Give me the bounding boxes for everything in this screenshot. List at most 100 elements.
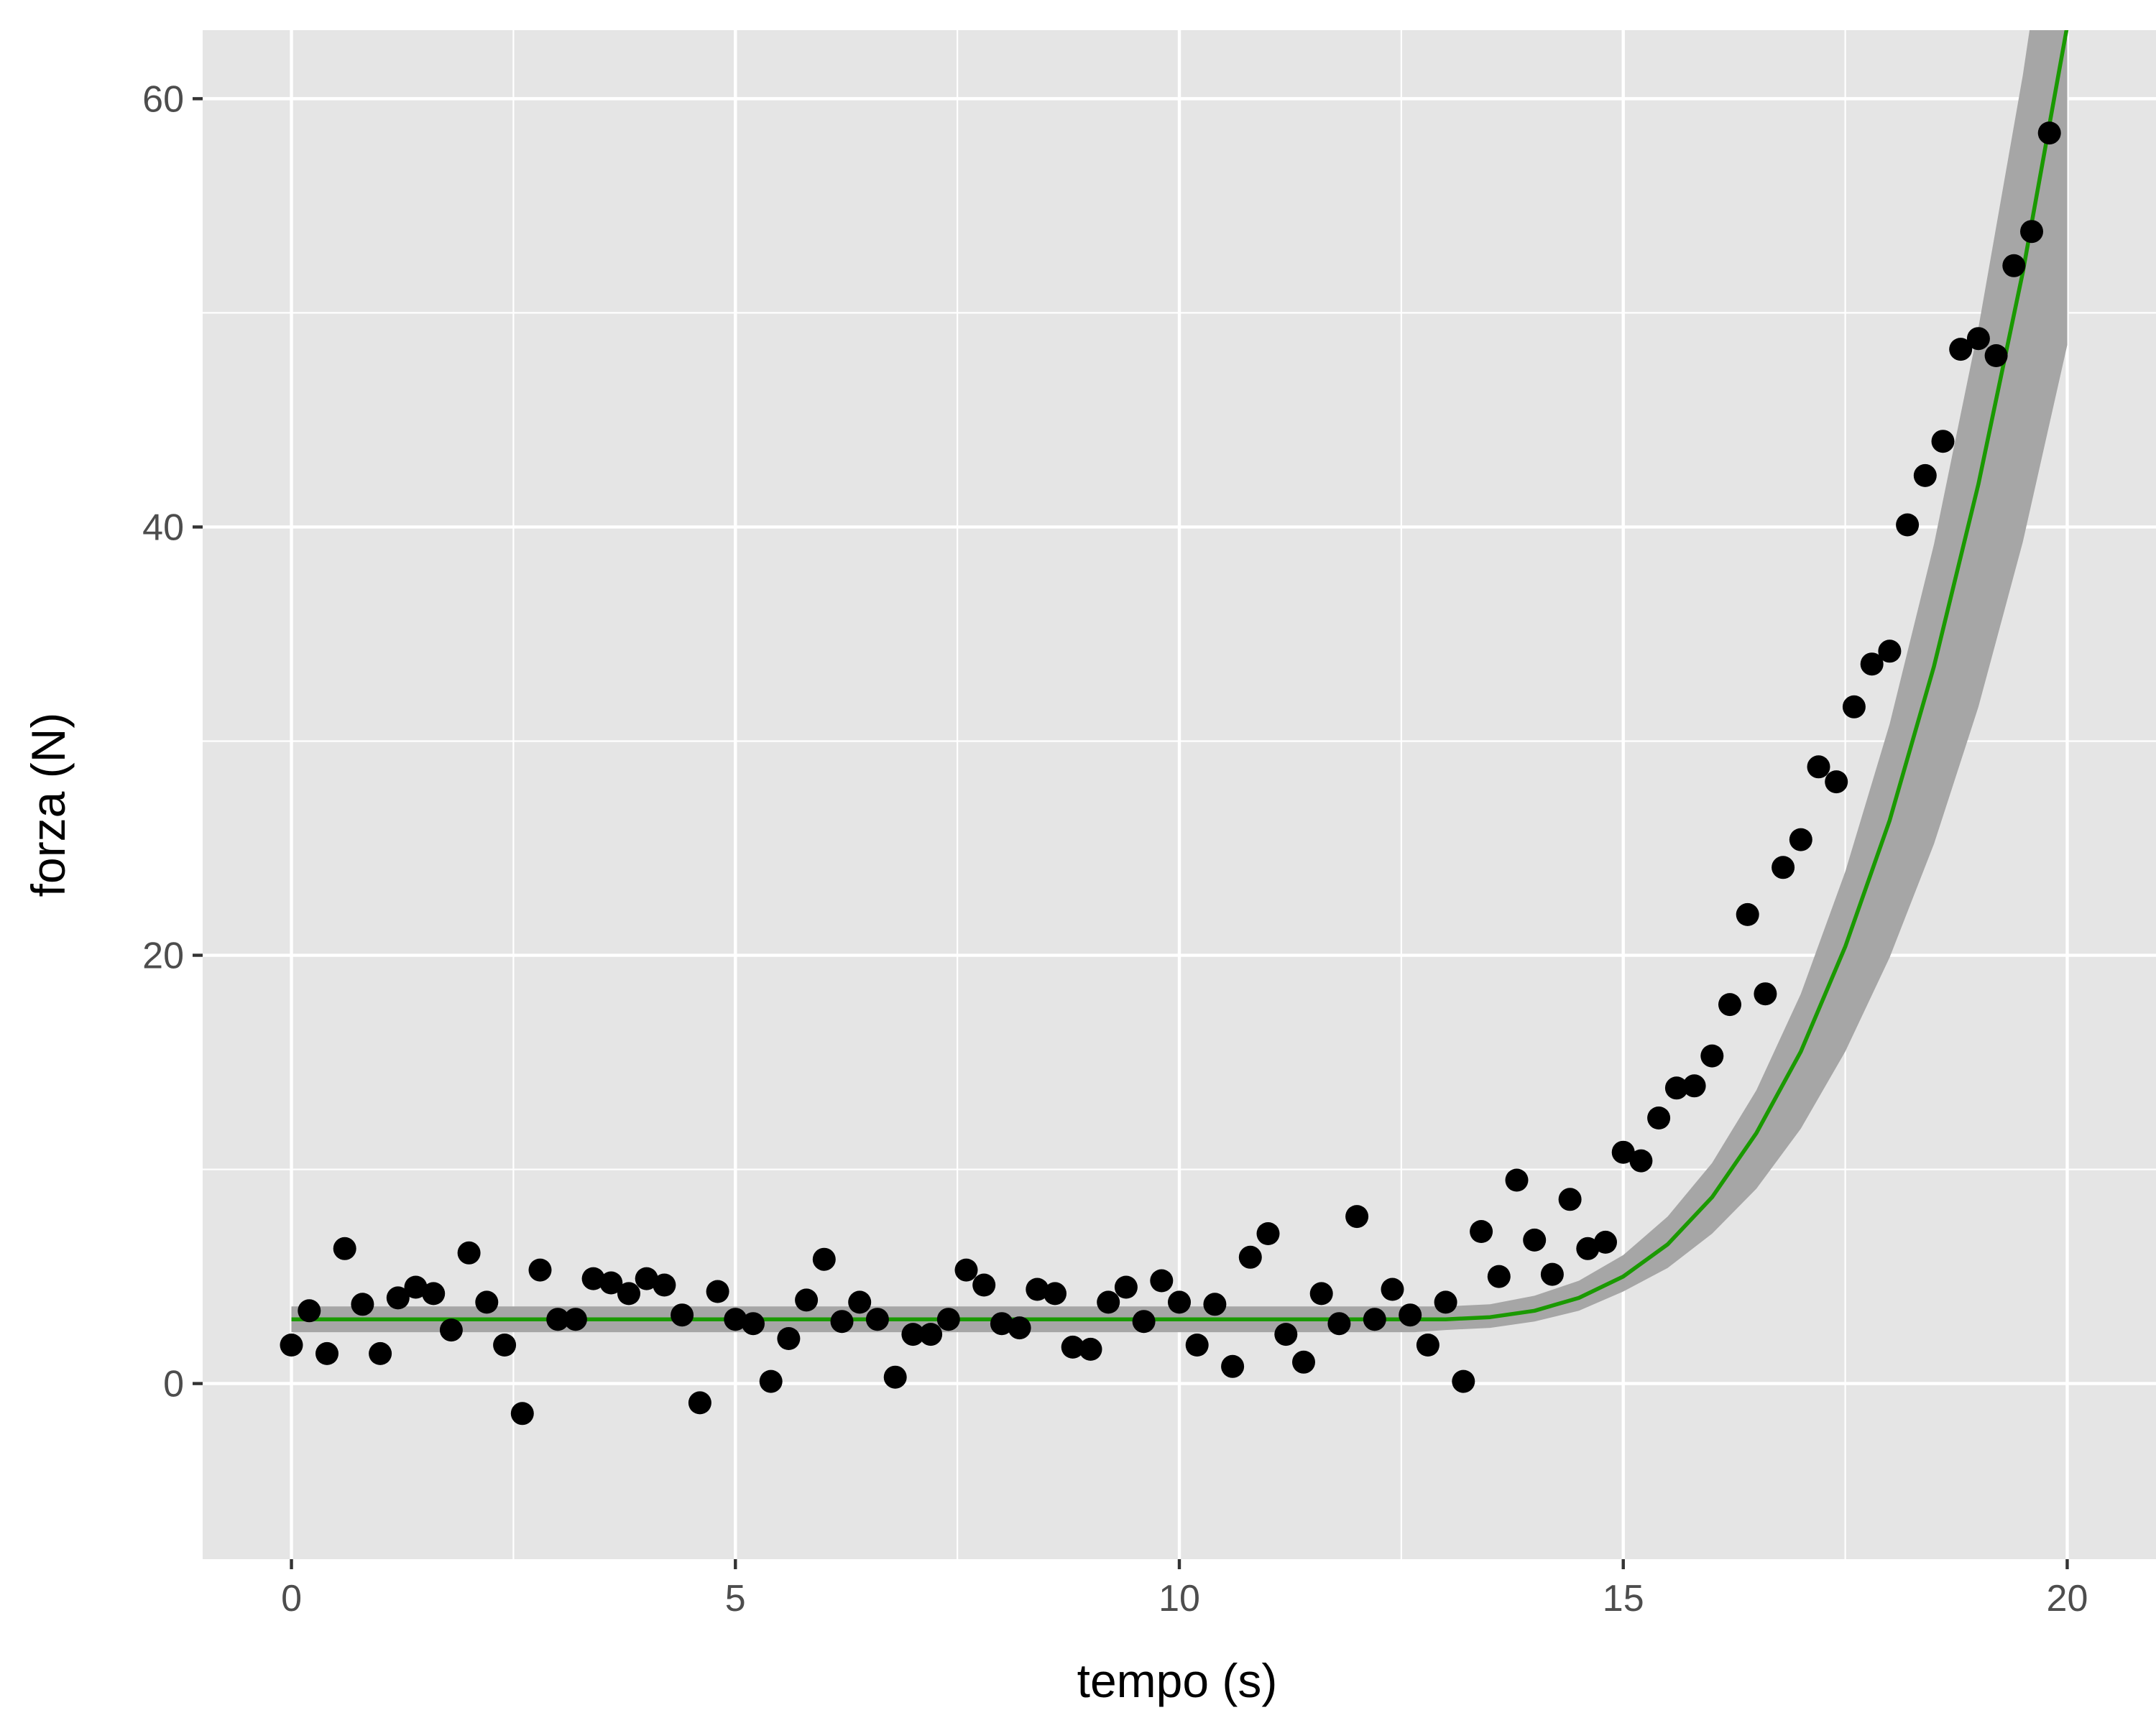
data-point: [581, 1267, 605, 1290]
data-point: [1576, 1237, 1600, 1260]
fit-line-layer: [291, 30, 2069, 1321]
data-point: [1931, 430, 1955, 453]
data-point: [1238, 1245, 1262, 1269]
data-point: [2020, 220, 2043, 244]
y-tick-label: 0: [163, 1364, 184, 1405]
data-point: [706, 1280, 729, 1303]
data-point: [1008, 1316, 1031, 1340]
data-points-layer: [280, 121, 2061, 1426]
data-point: [1647, 1106, 1671, 1129]
data-point: [1132, 1310, 1156, 1334]
y-tick-label: 40: [142, 507, 184, 548]
x-tick-label: 0: [281, 1578, 302, 1620]
data-point: [1203, 1293, 1227, 1316]
data-point: [1789, 828, 1812, 851]
data-point: [599, 1271, 623, 1295]
data-point: [457, 1241, 481, 1265]
data-point: [1807, 755, 1830, 779]
data-point: [688, 1391, 711, 1415]
data-point: [1629, 1149, 1653, 1173]
data-point: [369, 1341, 392, 1365]
data-point: [1114, 1275, 1138, 1299]
data-point: [546, 1308, 570, 1331]
data-point: [280, 1334, 303, 1357]
data-point: [1256, 1222, 1280, 1245]
data-point: [1700, 1044, 1724, 1068]
data-point: [742, 1312, 765, 1336]
data-point: [1754, 982, 1777, 1006]
data-point: [1949, 338, 1973, 361]
data-point: [1363, 1308, 1386, 1331]
data-point: [1913, 463, 1937, 487]
data-point: [1878, 639, 1902, 663]
data-point: [865, 1308, 889, 1331]
data-point: [1505, 1168, 1529, 1192]
data-point: [1594, 1230, 1617, 1254]
data-point: [671, 1303, 694, 1327]
data-point: [1523, 1228, 1547, 1252]
data-point: [510, 1402, 534, 1426]
data-point: [1221, 1354, 1245, 1378]
data-point: [1558, 1188, 1582, 1211]
data-point: [351, 1293, 374, 1316]
data-point: [1327, 1312, 1351, 1336]
data-point: [759, 1369, 783, 1393]
data-point: [972, 1273, 996, 1297]
data-point: [812, 1247, 836, 1271]
data-point: [936, 1308, 960, 1331]
data-point: [563, 1308, 587, 1331]
data-point: [1434, 1290, 1457, 1314]
axes-layer: 0 5 10 15 20 0 20 40 60: [142, 78, 2088, 1620]
data-point: [422, 1282, 446, 1306]
data-point: [1061, 1335, 1084, 1359]
data-point: [386, 1286, 410, 1310]
data-point: [475, 1290, 499, 1314]
x-tick-label: 20: [2047, 1578, 2088, 1620]
data-point: [1309, 1282, 1333, 1306]
data-point: [1540, 1262, 1564, 1286]
data-point: [1097, 1290, 1120, 1314]
x-axis-title: tempo (s): [1077, 1654, 1278, 1707]
data-point: [653, 1273, 676, 1297]
data-point: [1966, 327, 1990, 351]
data-point: [777, 1327, 801, 1350]
data-point: [1860, 652, 1884, 676]
data-point: [1842, 695, 1866, 719]
data-point: [2002, 254, 2026, 277]
data-point: [315, 1341, 338, 1365]
data-point: [883, 1365, 907, 1389]
x-tick-label: 15: [1603, 1578, 1644, 1620]
data-point: [954, 1258, 978, 1282]
data-point: [901, 1323, 925, 1346]
data-point: [1185, 1334, 1209, 1357]
x-tick-label: 5: [725, 1578, 746, 1620]
y-axis-title: forza (N): [22, 713, 75, 897]
data-point: [1416, 1334, 1439, 1357]
data-point: [1150, 1269, 1174, 1293]
data-point: [1044, 1282, 1067, 1306]
data-point: [1896, 513, 1920, 537]
data-point: [1168, 1290, 1191, 1314]
data-point: [333, 1237, 356, 1260]
data-point: [830, 1310, 854, 1334]
data-point: [617, 1282, 640, 1306]
data-point: [1399, 1303, 1422, 1327]
data-point: [919, 1323, 943, 1346]
data-point: [1470, 1220, 1493, 1243]
data-point: [635, 1267, 658, 1290]
data-point: [1452, 1369, 1475, 1393]
data-point: [1825, 770, 1848, 794]
data-point: [1345, 1205, 1369, 1229]
data-point: [1487, 1265, 1511, 1288]
data-point: [493, 1334, 517, 1357]
y-tick-label: 60: [142, 78, 184, 120]
data-point: [1736, 902, 1759, 926]
data-point: [1664, 1076, 1688, 1100]
data-point: [724, 1308, 747, 1331]
data-point: [2037, 121, 2061, 145]
data-point: [1079, 1337, 1102, 1361]
y-tick-label: 20: [142, 935, 184, 977]
data-point: [298, 1299, 321, 1323]
